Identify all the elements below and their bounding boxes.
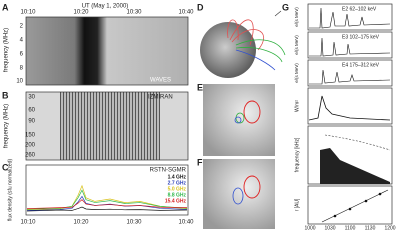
- legend-entry: 8.8 GHz: [168, 192, 187, 198]
- tick-label: 10:40: [178, 10, 194, 16]
- point: [364, 199, 368, 203]
- tick-label: 10:10: [20, 10, 36, 16]
- tick-label: 8: [20, 66, 24, 72]
- axis-title: W/m²: [294, 100, 300, 112]
- legend-entry: 1.4 GHz: [168, 174, 187, 180]
- profile: [308, 95, 391, 121]
- spectrogram: [60, 92, 160, 160]
- panel-label: D: [197, 2, 204, 12]
- tick-label: 2: [20, 24, 24, 30]
- contour: [243, 175, 261, 199]
- light-curve: [26, 199, 188, 209]
- channel-label: E2 62–102 keV: [342, 6, 377, 12]
- light-curve: [26, 206, 188, 212]
- tick-label: 10:30: [126, 220, 142, 226]
- tick-label: 4: [20, 38, 24, 44]
- euv-image: [203, 84, 275, 156]
- tick-label: 30: [28, 95, 35, 101]
- euv-image: [203, 159, 275, 229]
- tick-label: 60: [28, 108, 35, 114]
- axis-title: e/(s MeV): [294, 35, 299, 55]
- curves: [26, 184, 188, 212]
- axis-title: r [AU]: [294, 198, 300, 211]
- point: [333, 214, 337, 218]
- axis-title: frequency (MHz): [4, 28, 10, 72]
- frame: [25, 16, 189, 86]
- tick-label: 10:30: [126, 10, 142, 16]
- panel-label: E: [197, 82, 203, 92]
- axis-title: flux density (sfu normalized): [7, 159, 13, 222]
- frame: [307, 59, 393, 87]
- frame: [25, 91, 189, 161]
- panel-label: B: [2, 90, 9, 100]
- fit-line: [321, 189, 389, 223]
- tick-label: 90: [28, 119, 35, 125]
- tick-label: 10:40: [178, 220, 194, 226]
- legend-entry: 2.7 GHz: [168, 180, 187, 186]
- profile: [309, 69, 391, 85]
- point: [378, 192, 382, 196]
- legend-entry: 5.0 GHz: [168, 186, 187, 192]
- tick-label: 1030: [324, 225, 335, 231]
- tick-label: 200: [25, 143, 36, 149]
- frame: [307, 87, 393, 125]
- tick-label: 10:10: [20, 220, 36, 226]
- light-curve: [26, 189, 188, 210]
- tick-label: 150: [25, 133, 36, 139]
- tick-label: 1200: [384, 225, 395, 231]
- axis-title: frequency (MHz): [4, 104, 10, 148]
- field-lines: [235, 49, 276, 71]
- point: [348, 207, 352, 211]
- field-lines: [235, 39, 286, 63]
- frame: [25, 164, 189, 216]
- tick-label: 10: [16, 79, 23, 85]
- tick-label: 1130: [365, 225, 376, 231]
- channel-label: E3 102–175 keV: [342, 34, 380, 40]
- field-lines: [227, 19, 264, 51]
- profile: [309, 37, 391, 57]
- contour: [243, 100, 261, 124]
- channel-label: E4 175–312 keV: [342, 62, 380, 68]
- radio-burst: [320, 148, 390, 184]
- frame: [307, 3, 393, 31]
- profile: [309, 7, 391, 29]
- dashed-fit: [324, 134, 391, 151]
- frame: [307, 31, 393, 59]
- axis-title: frequency [kHz]: [294, 137, 300, 172]
- contour: [234, 116, 242, 124]
- panel-label: F: [197, 157, 203, 167]
- figure: A UT (May 1, 2000) 10:10 10:20 10:30 10:…: [2, 2, 396, 231]
- sun-globe: [200, 22, 256, 78]
- tick-label: 1000: [304, 225, 315, 231]
- axis-title: e/(s MeV): [294, 7, 299, 27]
- contour: [232, 187, 244, 205]
- panel-label: G: [282, 2, 289, 12]
- instrument-label: RSTN-SGMR: [150, 168, 187, 174]
- axis-title: e/(s MeV): [294, 63, 299, 83]
- light-curve: [26, 184, 188, 211]
- tick-label: 260: [25, 153, 36, 159]
- tick-label: 10:20: [73, 10, 89, 16]
- tick-label: 1100: [345, 225, 356, 231]
- spectrogram: [26, 17, 188, 85]
- arrow: [274, 10, 282, 17]
- axis-title: UT (May 1, 2000): [82, 4, 129, 10]
- panel-label: C: [2, 162, 9, 172]
- frame: [307, 185, 393, 225]
- tick-label: 6: [20, 52, 24, 58]
- instrument-label: WAVES: [150, 78, 171, 84]
- panel-label: A: [2, 2, 9, 12]
- legend-entry: 15.4 GHz: [165, 198, 187, 204]
- tick-label: 10:20: [73, 220, 89, 226]
- instrument-label: IZMIRAN: [148, 95, 173, 101]
